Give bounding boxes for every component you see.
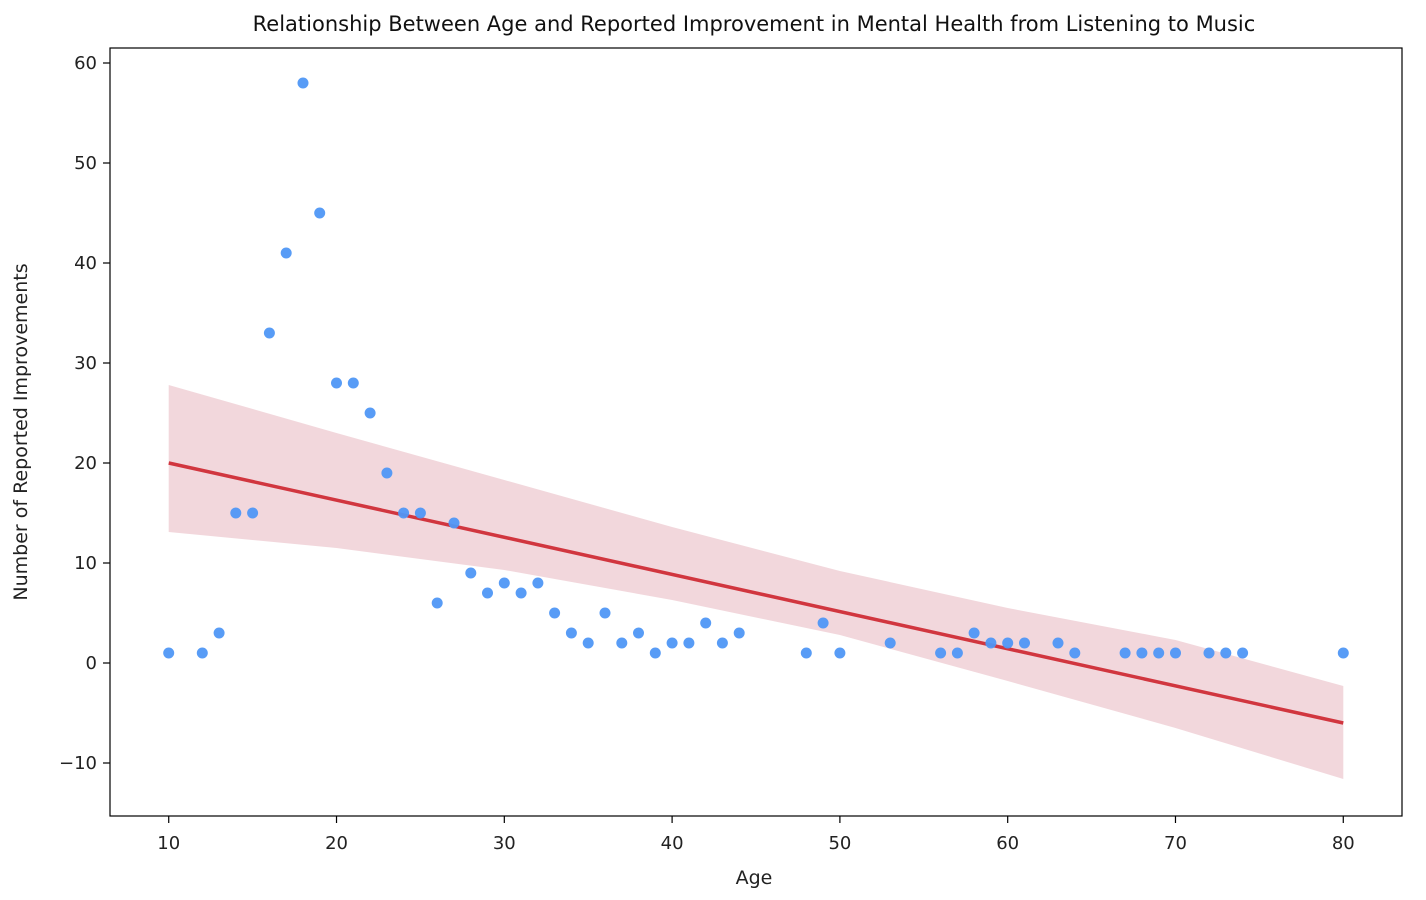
x-axis-ticks: 10 20 30 40 50 60 70 80	[157, 816, 1355, 854]
plot-frame	[109, 47, 1403, 817]
scatter-point	[1002, 637, 1014, 649]
scatter-point	[549, 607, 561, 619]
y-tick-label: 30	[74, 353, 97, 374]
confidence-band-layer	[168, 385, 1344, 779]
x-tick-label: 80	[1332, 833, 1355, 854]
scatter-point	[431, 597, 443, 609]
scatter-point	[1069, 647, 1081, 659]
y-axis-title: Number of Reported Improvements	[10, 263, 32, 600]
scatter-point	[633, 627, 644, 639]
regression-line-layer	[168, 461, 1344, 725]
x-tick-label: 10	[157, 833, 180, 854]
y-tick-label: 0	[86, 653, 97, 674]
x-tick-label: 40	[661, 833, 684, 854]
scatter-point	[1153, 647, 1165, 659]
scatter-point	[565, 627, 577, 639]
x-tick-label: 50	[828, 833, 851, 854]
scatter-point	[1052, 637, 1064, 649]
scatter-point	[364, 407, 376, 419]
scatter-point	[666, 637, 678, 649]
x-tick-label: 60	[996, 833, 1019, 854]
scatter-point	[230, 507, 242, 519]
scatter-point	[314, 207, 326, 219]
scatter-point	[414, 507, 426, 519]
scatter-point	[398, 507, 410, 519]
y-axis-ticks: −10 0 10 20 30 40 50 60	[59, 53, 110, 774]
y-tick-label: 60	[74, 53, 97, 74]
confidence-band	[168, 385, 1344, 779]
scatter-point	[515, 587, 527, 599]
scatter-point	[163, 647, 175, 659]
scatter-point	[800, 647, 812, 659]
y-tick-label: 40	[74, 253, 97, 274]
scatter-point	[1019, 637, 1030, 649]
chart-title: Relationship Between Age and Reported Im…	[253, 12, 1256, 36]
x-tick-label: 70	[1164, 833, 1187, 854]
y-tick-label: −10	[59, 753, 97, 774]
scatter-point	[716, 637, 728, 649]
scatter-point	[700, 617, 712, 629]
scatter-point	[196, 647, 208, 659]
scatter-point	[213, 627, 225, 639]
scatter-point	[482, 587, 493, 599]
scatter-point	[498, 577, 510, 589]
scatter-point	[733, 627, 745, 639]
scatter-point	[1220, 647, 1232, 659]
scatter-point	[448, 517, 460, 529]
scatter-point	[884, 637, 896, 649]
scatter-point	[1170, 647, 1181, 659]
scatter-point	[280, 247, 292, 259]
scatter-point	[935, 647, 947, 659]
scatter-point	[297, 77, 309, 89]
scatter-point	[1119, 647, 1131, 659]
scatter-point	[1237, 647, 1249, 659]
scatter-point	[263, 327, 275, 339]
scatter-point	[347, 377, 359, 389]
scatter-point	[599, 607, 611, 619]
y-tick-label: 50	[74, 153, 97, 174]
y-tick-label: 20	[74, 453, 97, 474]
scatter-point	[834, 647, 846, 659]
scatter-point	[1337, 647, 1349, 659]
scatter-point	[532, 577, 544, 589]
x-tick-label: 30	[493, 833, 516, 854]
scatter-point	[951, 647, 963, 659]
scatter-point	[616, 637, 628, 649]
scatter-point	[465, 567, 477, 579]
scatter-point	[817, 617, 829, 629]
scatter-point	[968, 627, 980, 639]
scatter-point	[649, 647, 661, 659]
x-tick-label: 20	[325, 833, 348, 854]
y-tick-label: 10	[74, 553, 97, 574]
scatter-point	[985, 637, 997, 649]
scatter-point	[683, 637, 695, 649]
scatter-points-layer	[163, 77, 1349, 659]
regression-line	[168, 461, 1344, 725]
scatter-point	[1136, 647, 1148, 659]
scatter-point	[1203, 647, 1215, 659]
x-axis-title: Age	[736, 867, 773, 889]
scatter-point	[582, 637, 594, 649]
scatter-point	[381, 467, 393, 479]
scatter-point	[331, 377, 342, 389]
scatter-point	[247, 507, 259, 519]
